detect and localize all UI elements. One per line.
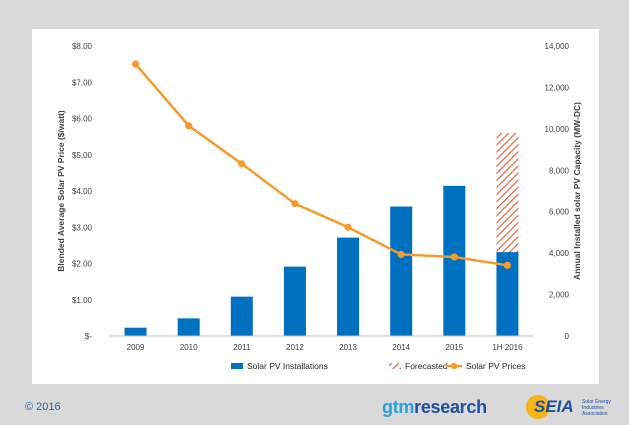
y-left-tick-label: $6.00	[72, 115, 93, 124]
seia-logo-word: SEIA	[534, 397, 574, 416]
y-left-tick-label: $1.00	[72, 296, 93, 305]
research-logo-part: research	[414, 397, 487, 417]
copyright-text: © 2016	[25, 401, 61, 413]
x-tick-label: 2013	[339, 343, 357, 352]
installation-bar	[283, 266, 306, 336]
installation-bar	[496, 252, 519, 336]
installation-bar	[124, 327, 147, 336]
chart-panel: $- $1.00 $2.00 $3.00 $4.00 $5.00 $6.00 $7.00 $8.…	[32, 29, 599, 384]
legend-prices-label: Solar PV Prices	[466, 361, 526, 371]
y-right-tick-label: 4,000	[549, 249, 570, 258]
x-tick-label: 2011	[233, 343, 251, 352]
y-left-tick-label: $5.00	[72, 151, 93, 160]
installation-bar	[337, 237, 360, 336]
price-point	[131, 60, 140, 68]
y-right-tick-label: 10,000	[545, 125, 570, 134]
x-tick-label: 2014	[392, 343, 410, 352]
legend-prices-marker	[450, 362, 458, 370]
price-point	[503, 261, 512, 269]
installation-bar	[390, 206, 413, 336]
seia-logo-tagline: Solar Energy Industries Association	[582, 399, 611, 417]
x-tick-label: 2010	[180, 343, 198, 352]
legend-forecasted-label: Forecasted	[405, 361, 448, 371]
chart: $- $1.00 $2.00 $3.00 $4.00 $5.00 $6.00 $7.00 $8.…	[56, 42, 582, 371]
y-left-tick-label: $2.00	[72, 260, 93, 269]
y-right-tick-label: 6,000	[549, 208, 570, 217]
price-line	[134, 63, 508, 267]
price-point	[450, 253, 458, 261]
y-left-tick-label: $3.00	[72, 223, 93, 232]
seia-logo: SEIA Solar Energy Industries Association	[524, 394, 624, 420]
installation-bar	[177, 318, 200, 336]
y-right-tick-label: 2,000	[549, 291, 570, 300]
legend-installations-label: Solar PV Installations	[247, 361, 328, 371]
y-right-tick-label: 12,000	[545, 83, 570, 92]
price-point	[291, 200, 299, 208]
installation-bar	[230, 296, 253, 336]
price-point	[238, 160, 246, 168]
y-left-axis-title: Blended Average Solar PV Price ($/watt)	[56, 110, 66, 272]
gtm-logo-part: gtm	[382, 397, 415, 417]
y-left-tick-label: $8.00	[72, 42, 93, 51]
y-right-axis-title: Annual Installed solar PV Capacity (MW-D…	[572, 102, 582, 280]
y-right-tick-label: 0	[565, 332, 570, 341]
gtm-research-logo: gtmresearch	[382, 397, 487, 418]
y-left-tick-label: $-	[85, 332, 92, 341]
x-tick-label: 2009	[127, 343, 145, 352]
price-point	[185, 122, 193, 130]
price-point	[397, 250, 405, 259]
y-right-tick-label: 14,000	[545, 42, 570, 51]
price-point	[344, 223, 352, 231]
legend-installations-swatch	[231, 363, 243, 369]
installation-bar	[443, 185, 466, 336]
x-tick-label: 1H 2016	[492, 343, 523, 352]
x-tick-label: 2012	[286, 343, 304, 352]
y-left-tick-label: $7.00	[72, 78, 93, 87]
x-tick-label: 2015	[445, 343, 463, 352]
legend-forecasted-swatch	[389, 363, 401, 369]
sun-icon	[526, 395, 550, 419]
y-left-tick-label: $4.00	[72, 187, 93, 196]
y-right-tick-label: 8,000	[549, 166, 570, 175]
